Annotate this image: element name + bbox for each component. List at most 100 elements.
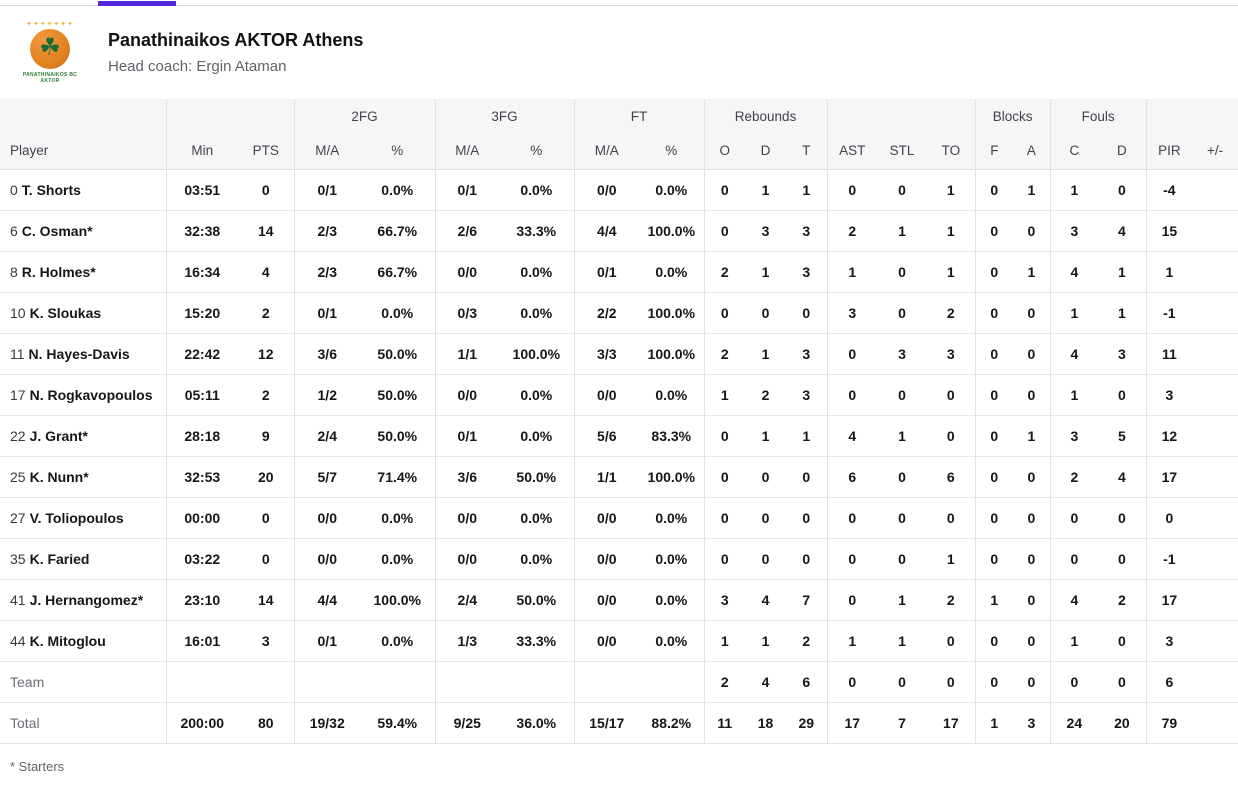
- stat-cell: 29: [786, 701, 828, 744]
- tab-bar: [0, 0, 1238, 6]
- stat-cell: 0/1: [435, 168, 500, 210]
- stat-cell: 0: [786, 291, 828, 333]
- stat-cell: 0: [704, 455, 746, 497]
- player-number: 44: [10, 632, 26, 649]
- stat-cell: [294, 660, 360, 702]
- header-group-spacer: [1146, 99, 1238, 133]
- header-col-pir: PIR: [1146, 133, 1193, 169]
- stat-cell: [1192, 414, 1238, 456]
- team-name: Panathinaikos AKTOR Athens: [108, 30, 364, 50]
- player-row: 6 C. Osman* 32:38 14 2/3 66.7% 2/6 33.3% 4/4 100.…: [0, 209, 1238, 251]
- stat-cell: 16:34: [166, 250, 238, 292]
- player-row: 27 V. Toliopoulos 00:00 0 0/0 0.0% 0/0 0.0% 0/0 0…: [0, 496, 1238, 538]
- stat-cell: 0: [704, 414, 746, 456]
- stat-cell: 0.0%: [639, 537, 705, 579]
- stat-cell: 23:10: [166, 578, 238, 620]
- stat-cell: 11: [1146, 332, 1193, 374]
- player-cell: 22 J. Grant*: [0, 414, 167, 456]
- stat-cell: 0: [975, 496, 1014, 538]
- stat-cell: 0: [975, 373, 1014, 415]
- stat-cell: 0: [1098, 496, 1147, 538]
- stat-cell: 2: [745, 373, 787, 415]
- team-info: Panathinaikos AKTOR Athens Head coach: E…: [108, 30, 363, 75]
- stat-cell: 0: [877, 537, 928, 579]
- stat-cell: 0: [704, 168, 746, 210]
- stat-cell: [1192, 332, 1238, 374]
- stat-cell: 1: [786, 414, 828, 456]
- stat-cell: 33.3%: [499, 209, 575, 251]
- header-col-o: O: [704, 133, 746, 169]
- stat-cell: [1192, 291, 1238, 333]
- stat-cell: 1: [1146, 250, 1193, 292]
- stat-cell: 0: [704, 209, 746, 251]
- header-group-spacer: [827, 99, 976, 133]
- stat-cell: 1: [827, 250, 878, 292]
- stat-cell: 50.0%: [360, 332, 436, 374]
- player-name: C. Osman*: [21, 222, 93, 239]
- logo-stars-icon: ✦✦✦✦✦✦✦: [25, 20, 75, 28]
- stat-cell: 3/6: [294, 332, 360, 374]
- head-coach-label: Head coach: Ergin Ataman: [108, 58, 287, 75]
- stat-cell: 0.0%: [360, 168, 436, 210]
- stat-cell: [1192, 250, 1238, 292]
- stat-cell: 0.0%: [499, 496, 575, 538]
- stat-cell: 6: [927, 455, 976, 497]
- stat-cell: 1: [927, 209, 976, 251]
- stat-cell: 0/0: [435, 250, 500, 292]
- stat-cell: 32:38: [166, 209, 238, 251]
- stat-cell: 0.0%: [360, 619, 436, 661]
- stat-cell: 15/17: [574, 701, 640, 744]
- stat-cell: 1/1: [574, 455, 640, 497]
- stat-cell: 0/1: [294, 291, 360, 333]
- header-col-stl: STL: [877, 133, 928, 169]
- header-col-c: C: [1050, 133, 1099, 169]
- stat-cell: 200:00: [166, 701, 238, 744]
- stat-cell: 0: [827, 660, 878, 702]
- player-name: V. Toliopoulos: [29, 509, 124, 526]
- stat-cell: 1: [786, 168, 828, 210]
- stat-cell: 0.0%: [639, 373, 705, 415]
- stat-cell: 0/0: [574, 578, 640, 620]
- stat-cell: 00:00: [166, 496, 238, 538]
- active-tab-indicator[interactable]: [98, 1, 176, 6]
- player-row: 17 N. Rogkavopoulos 05:11 2 1/2 50.0% 0/0 0.0% 0…: [0, 373, 1238, 415]
- stat-cell: 4: [827, 414, 878, 456]
- header-group-3fg: 3FG: [435, 99, 575, 133]
- stat-cell: [1192, 701, 1238, 744]
- stat-cell: 0: [238, 537, 295, 579]
- stat-cell: 05:11: [166, 373, 238, 415]
- stat-cell: 24: [1050, 701, 1099, 744]
- stat-cell: 2: [704, 250, 746, 292]
- stat-cell: [1192, 209, 1238, 251]
- stat-cell: 6: [827, 455, 878, 497]
- stat-cell: 6: [1146, 660, 1193, 702]
- stat-cell: 0.0%: [639, 496, 705, 538]
- stat-cell: 0: [1013, 209, 1051, 251]
- stat-cell: 3: [786, 373, 828, 415]
- total-row-label: Total: [0, 701, 167, 744]
- stat-cell: 4: [1098, 209, 1147, 251]
- stat-cell: 100.0%: [639, 291, 705, 333]
- stat-cell: 1: [877, 578, 928, 620]
- stat-cell: 3: [827, 291, 878, 333]
- header-col-t: T: [786, 133, 828, 169]
- stat-cell: 1: [927, 250, 976, 292]
- stat-cell: 0: [1146, 496, 1193, 538]
- player-name: T. Shorts: [21, 181, 81, 198]
- player-number: 8: [10, 263, 18, 280]
- stat-cell: 0: [1098, 373, 1147, 415]
- stat-cell: 0.0%: [499, 373, 575, 415]
- team-row-label: Team: [0, 660, 167, 702]
- team-logo: ✦✦✦✦✦✦✦ ☘ PANATHINAIKOS BC AKTOR: [16, 20, 84, 84]
- stat-cell: [1192, 537, 1238, 579]
- stat-cell: 0/0: [574, 496, 640, 538]
- stat-cell: 2: [1050, 455, 1099, 497]
- stat-cell: 0: [827, 332, 878, 374]
- stat-cell: 0: [1013, 291, 1051, 333]
- stat-cell: 1: [745, 414, 787, 456]
- stat-cell: 0: [1013, 660, 1051, 702]
- stat-cell: [639, 660, 705, 702]
- stat-cell: 0: [827, 373, 878, 415]
- stat-cell: 59.4%: [360, 701, 436, 744]
- stat-table: 2FG 3FG FT Rebounds Blocks Fouls Player Min PTS M…: [0, 99, 1238, 744]
